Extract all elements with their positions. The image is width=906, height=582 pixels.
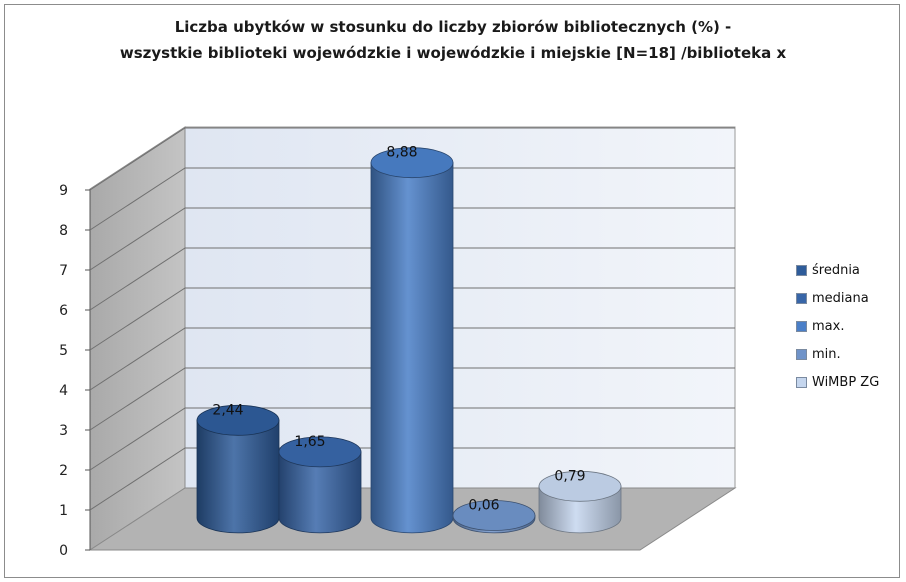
data-label-4: 0,06 (468, 498, 499, 514)
legend-label-min: min. (812, 346, 841, 362)
legend-swatch-min (796, 348, 807, 360)
legend-label-srednia: średnia (812, 262, 860, 278)
gridline (89, 127, 735, 191)
legend-label-wimbp-zg: WiMBP ZG (812, 374, 880, 390)
legend-item-max: max. (796, 312, 879, 340)
bar-4 (452, 500, 536, 534)
y-tick-label: 7 (59, 263, 68, 279)
legend-swatch-mediana (796, 292, 807, 304)
legend-swatch-srednia (796, 264, 807, 276)
data-label-1: 2,44 (212, 402, 243, 418)
bar-2 (278, 436, 362, 534)
y-tick-label: 0 (59, 543, 68, 559)
bar-1 (196, 404, 280, 534)
y-tick-label: 1 (59, 503, 68, 519)
bar-5 (538, 470, 622, 534)
y-tick-label: 2 (59, 463, 68, 479)
legend-label-mediana: mediana (812, 290, 869, 306)
bar-body (278, 451, 362, 534)
gridline (89, 367, 735, 431)
gridline (89, 287, 735, 351)
legend-swatch-max (796, 320, 807, 332)
bar-top (196, 404, 280, 436)
gridline (89, 247, 735, 311)
chart-side-wall (89, 126, 186, 551)
data-label-3: 8,88 (386, 145, 417, 161)
bar-top (278, 436, 362, 468)
legend-item-mediana: mediana (796, 284, 879, 312)
bar-top (452, 500, 536, 531)
gridline (89, 207, 735, 271)
gridline (89, 407, 735, 471)
bar-top (538, 470, 622, 502)
data-label-5: 0,79 (554, 468, 585, 484)
bar-top (370, 147, 454, 179)
gridline (89, 167, 735, 231)
y-tick-label: 9 (59, 183, 68, 199)
chart-title-line2: wszystkie biblioteki wojewódzkie i wojew… (119, 44, 787, 62)
y-tick-label: 8 (59, 223, 68, 239)
y-tick-label: 4 (59, 383, 68, 399)
gridline (89, 447, 735, 511)
bar-3 (370, 147, 454, 534)
y-tick-label: 5 (59, 343, 68, 359)
chart-title-line1: Liczba ubytków w stosunku do liczby zbio… (174, 18, 732, 36)
bar-body (370, 162, 454, 534)
legend-swatch-wimbp-zg (796, 376, 807, 388)
y-tick-label: 6 (59, 303, 68, 319)
gridline (89, 327, 735, 391)
legend-item-srednia: średnia (796, 256, 879, 284)
legend-item-wimbp-zg: WiMBP ZG (796, 368, 879, 396)
chart-legend: średnia mediana max. min. WiMBP ZG (796, 256, 879, 396)
y-tick-label: 3 (59, 423, 68, 439)
legend-label-max: max. (812, 318, 845, 334)
legend-item-min: min. (796, 340, 879, 368)
bar-body (196, 419, 280, 534)
data-label-2: 1,65 (294, 434, 325, 450)
